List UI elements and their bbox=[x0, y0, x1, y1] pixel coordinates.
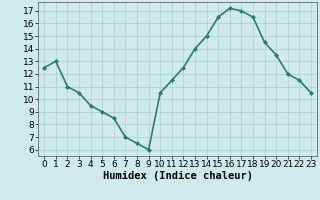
X-axis label: Humidex (Indice chaleur): Humidex (Indice chaleur) bbox=[103, 171, 252, 181]
